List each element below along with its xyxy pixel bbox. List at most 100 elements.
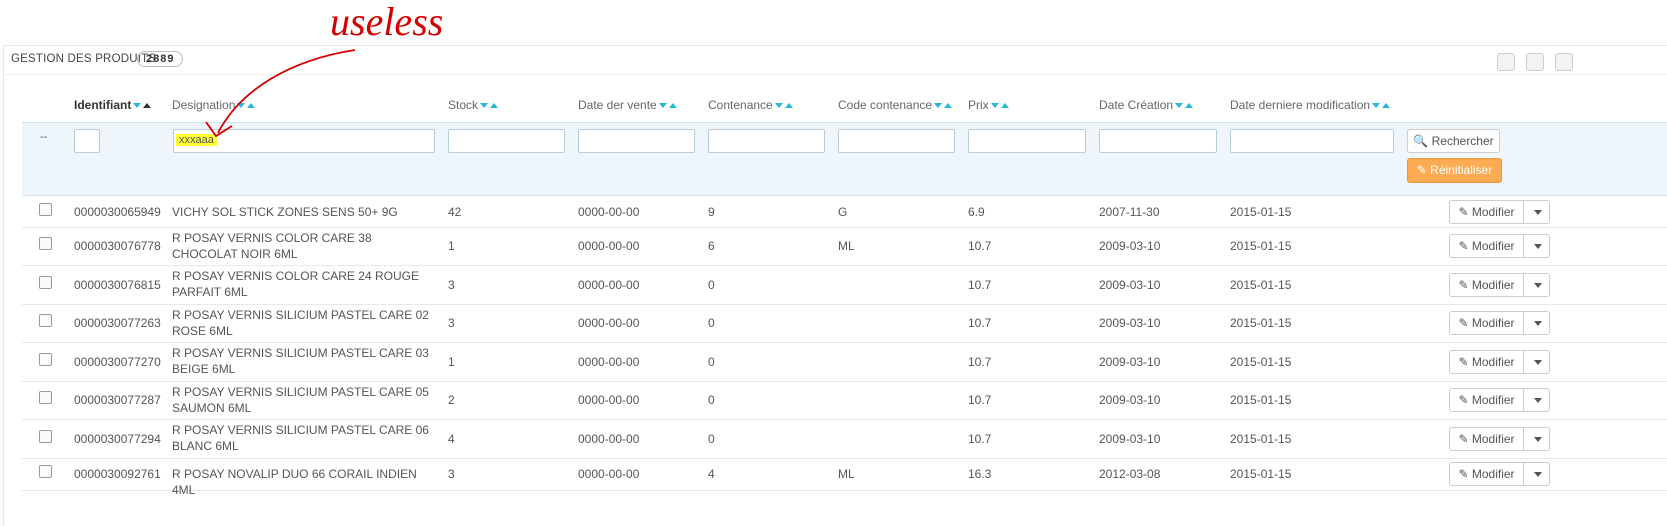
sort-arrow[interactable]	[480, 103, 489, 109]
export-icon[interactable]	[1555, 53, 1573, 71]
table-cell: 1	[448, 354, 455, 369]
table-cell: 16.3	[968, 467, 992, 481]
sort-arrow[interactable]	[1175, 103, 1184, 109]
filter-input[interactable]	[968, 129, 1086, 153]
filter-input[interactable]	[708, 129, 825, 153]
edit-label: Modifier	[1471, 431, 1515, 446]
row-checkbox[interactable]	[39, 237, 52, 250]
table-row	[22, 419, 1667, 459]
table-cell: 0000-00-00	[578, 277, 640, 292]
search-button[interactable]: 🔍 Rechercher	[1407, 129, 1500, 153]
filter-input[interactable]	[1230, 129, 1394, 153]
column-header[interactable]: Prix	[968, 98, 1009, 112]
column-header[interactable]: Stock	[448, 98, 499, 112]
sort-arrow[interactable]	[237, 103, 246, 109]
sort-arrow[interactable]	[143, 103, 152, 109]
filter-input[interactable]	[74, 129, 100, 153]
row-checkbox[interactable]	[39, 391, 52, 404]
column-label: Contenance	[708, 98, 773, 112]
column-header[interactable]: Designation	[172, 98, 256, 112]
row-checkbox[interactable]	[39, 314, 52, 327]
filter-input[interactable]: xxxaaa	[173, 129, 435, 153]
sort-arrow[interactable]	[247, 103, 256, 109]
column-label: Code contenance	[838, 98, 933, 112]
filter-input[interactable]	[838, 129, 955, 153]
sort-arrow[interactable]	[990, 103, 999, 109]
column-header[interactable]: Date Création	[1099, 98, 1194, 112]
sort-arrow[interactable]	[658, 103, 667, 109]
edit-button[interactable]: ✎ Modifier	[1449, 199, 1524, 224]
sort-arrow[interactable]	[1382, 103, 1391, 109]
annotation-arrow	[205, 49, 356, 138]
column-header[interactable]: Code contenance	[838, 98, 953, 112]
panel-header-divider	[3, 74, 1667, 75]
table-cell: 2015-01-15	[1230, 239, 1292, 253]
table-cell: R POSAY VERNIS SILICIUM PASTEL CARE 03 B…	[172, 346, 429, 376]
add-icon[interactable]	[1497, 53, 1515, 71]
table-cell: VICHY SOL STICK ZONES SENS 50+ 9G	[172, 204, 398, 219]
edit-button[interactable]: ✎ Modifier	[1449, 426, 1524, 451]
edit-dropdown[interactable]	[1523, 311, 1550, 335]
filter-value: xxxaaa	[176, 134, 217, 146]
column-header[interactable]: Contenance	[708, 98, 793, 112]
table-cell: R POSAY VERNIS COLOR CARE 24 ROUGE PARFA…	[172, 269, 419, 299]
table-cell: 0000030065949	[74, 204, 161, 219]
sort-arrow[interactable]	[490, 103, 499, 109]
edit-dropdown[interactable]	[1523, 462, 1550, 486]
sort-arrow[interactable]	[1372, 103, 1381, 109]
sort-arrow[interactable]	[668, 103, 677, 109]
sort-arrow[interactable]	[784, 103, 793, 109]
column-header[interactable]: Date derniere modification	[1230, 98, 1391, 112]
table-cell: 3	[448, 467, 455, 481]
table-cell: 0000030077263	[74, 316, 161, 330]
edit-button[interactable]: ✎ Modifier	[1449, 349, 1524, 374]
row-checkbox[interactable]	[39, 275, 52, 289]
edit-dropdown[interactable]	[1523, 388, 1550, 412]
table-row	[22, 304, 1667, 343]
edit-button[interactable]: ✎ Modifier	[1449, 234, 1524, 258]
table-cell: 2015-01-15	[1230, 354, 1292, 369]
edit-dropdown[interactable]	[1523, 234, 1550, 258]
table-cell: 10.7	[968, 239, 992, 253]
table-row	[22, 227, 1667, 266]
table-row	[22, 381, 1667, 420]
sort-arrow[interactable]	[934, 103, 943, 109]
edit-dropdown[interactable]	[1523, 272, 1550, 297]
edit-label: Modifier	[1471, 354, 1515, 369]
edit-button[interactable]: ✎ Modifier	[1449, 388, 1524, 412]
table-cell: 0000-00-00	[578, 239, 640, 253]
filter-input[interactable]	[1099, 129, 1217, 153]
table-cell: 3	[448, 316, 455, 330]
reset-button[interactable]: ✎ Réinitialiser	[1407, 158, 1502, 183]
sort-arrow[interactable]	[1185, 103, 1194, 109]
table-cell: 2	[448, 393, 455, 407]
sort-arrow[interactable]	[944, 103, 953, 109]
table-cell: 0	[708, 393, 715, 407]
column-header[interactable]: Identifiant	[74, 98, 152, 112]
edit-button[interactable]: ✎ Modifier	[1449, 272, 1524, 297]
table-cell: R POSAY VERNIS SILICIUM PASTEL CARE 02 R…	[172, 308, 429, 338]
sort-arrow[interactable]	[1000, 103, 1009, 109]
table-cell: R POSAY VERNIS SILICIUM PASTEL CARE 05 S…	[172, 385, 429, 415]
row-checkbox[interactable]	[39, 429, 52, 443]
row-checkbox[interactable]	[39, 352, 52, 366]
row-checkbox[interactable]	[39, 465, 52, 478]
edit-dropdown[interactable]	[1523, 199, 1550, 224]
table-cell: 0000030077270	[74, 354, 161, 369]
edit-button[interactable]: ✎ Modifier	[1449, 462, 1524, 486]
column-header[interactable]: Date der vente	[578, 98, 677, 112]
edit-dropdown[interactable]	[1523, 349, 1550, 374]
filter-input[interactable]	[578, 129, 695, 153]
table-cell: 0	[708, 354, 715, 369]
edit-button[interactable]: ✎ Modifier	[1449, 311, 1524, 335]
table-cell: 2015-01-15	[1230, 277, 1292, 292]
refresh-icon[interactable]	[1526, 53, 1544, 71]
table-cell: 0	[708, 316, 715, 330]
edit-label: Modifier	[1471, 204, 1515, 219]
row-checkbox[interactable]	[39, 202, 52, 216]
filter-input[interactable]	[448, 129, 565, 153]
sort-arrow[interactable]	[133, 103, 142, 109]
sort-arrow[interactable]	[774, 103, 783, 109]
edit-dropdown[interactable]	[1523, 426, 1550, 451]
table-cell: 2009-03-10	[1099, 239, 1161, 253]
